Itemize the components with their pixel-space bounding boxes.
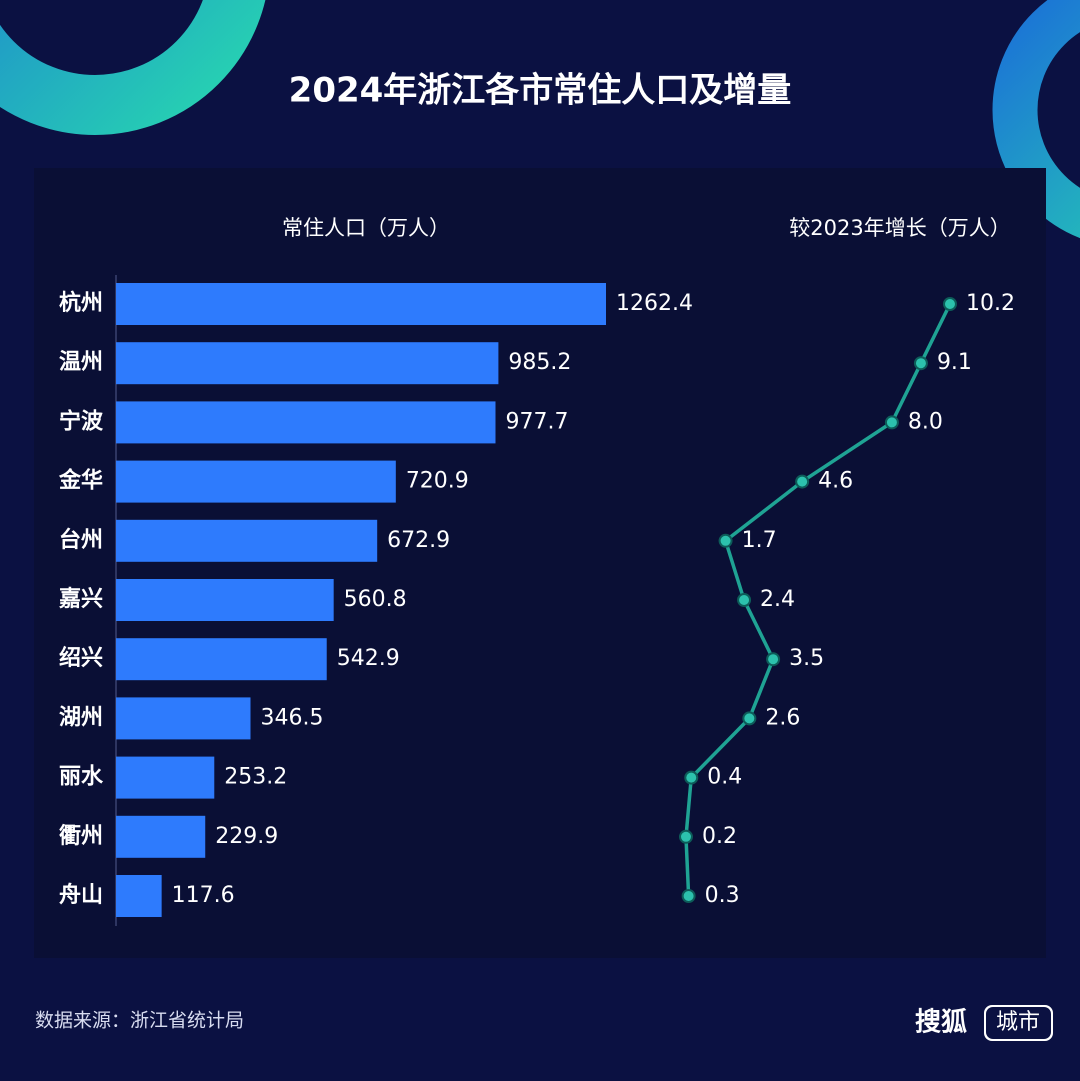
point — [684, 770, 699, 785]
category-label: 湖州 — [59, 705, 103, 730]
point — [737, 593, 752, 607]
point — [678, 829, 693, 844]
bar — [116, 815, 206, 858]
decoration — [992, 0, 1080, 239]
category-label: 金华 — [58, 468, 103, 494]
value-label: 0.4 — [707, 765, 742, 790]
bar-header: 常住人口（万人） — [282, 216, 450, 240]
value-label: 253.2 — [224, 765, 287, 790]
bar — [116, 342, 499, 385]
category-label: 衢州 — [59, 823, 103, 849]
point — [942, 297, 957, 311]
bar — [116, 460, 396, 503]
bar — [116, 283, 606, 325]
category-label: 温州 — [59, 350, 103, 375]
value-label: 0.3 — [705, 883, 740, 908]
brand-tag: 城市 — [996, 1010, 1040, 1035]
point — [884, 415, 899, 430]
value-label: 560.8 — [344, 587, 407, 612]
category-label: 丽水 — [59, 765, 104, 790]
category-label: 舟山 — [59, 882, 103, 908]
category-label: 宁波 — [59, 408, 104, 434]
point — [913, 356, 928, 371]
value-label: 2.6 — [765, 705, 800, 730]
value-label: 229.9 — [215, 824, 278, 849]
bar — [116, 697, 251, 740]
value-label: 985.2 — [508, 350, 571, 375]
brand-tag-inner — [986, 1007, 1051, 1039]
chart-title: 2024年浙江各市常住人口及增量 — [289, 71, 792, 111]
value-label: 117.6 — [172, 883, 235, 908]
point — [766, 652, 781, 667]
bar — [116, 579, 334, 621]
bar — [116, 519, 378, 562]
point — [795, 474, 810, 489]
value-label: 10.2 — [966, 291, 1015, 316]
value-label: 0.2 — [702, 824, 737, 849]
source: 数据来源：浙江省统计局 — [35, 1010, 244, 1032]
value-label: 3.5 — [789, 646, 824, 671]
value-label: 2.4 — [760, 587, 795, 612]
decoration — [0, 0, 266, 135]
category-label: 杭州 — [59, 290, 103, 316]
category-label: 绍兴 — [59, 645, 103, 671]
bar — [116, 401, 496, 444]
value-label: 4.6 — [818, 469, 853, 494]
value-label: 542.9 — [337, 646, 400, 671]
value-label: 1.7 — [742, 528, 777, 553]
point — [718, 533, 733, 548]
bar — [116, 638, 327, 681]
value-label: 346.5 — [260, 705, 323, 730]
category-label: 嘉兴 — [59, 587, 103, 612]
value-label: 8.0 — [908, 409, 943, 434]
value-label: 720.9 — [406, 469, 469, 494]
bar — [116, 875, 162, 917]
category-label: 台州 — [59, 527, 103, 553]
value-label: 9.1 — [937, 350, 972, 375]
point — [681, 889, 696, 903]
brand: 搜狐 — [915, 1008, 967, 1038]
value-label: 977.7 — [505, 409, 568, 434]
value-label: 672.9 — [387, 528, 450, 553]
bar — [116, 756, 215, 799]
line-header: 较2023年增长（万人） — [789, 216, 1010, 240]
point — [742, 711, 757, 726]
value-label: 1262.4 — [616, 291, 693, 316]
